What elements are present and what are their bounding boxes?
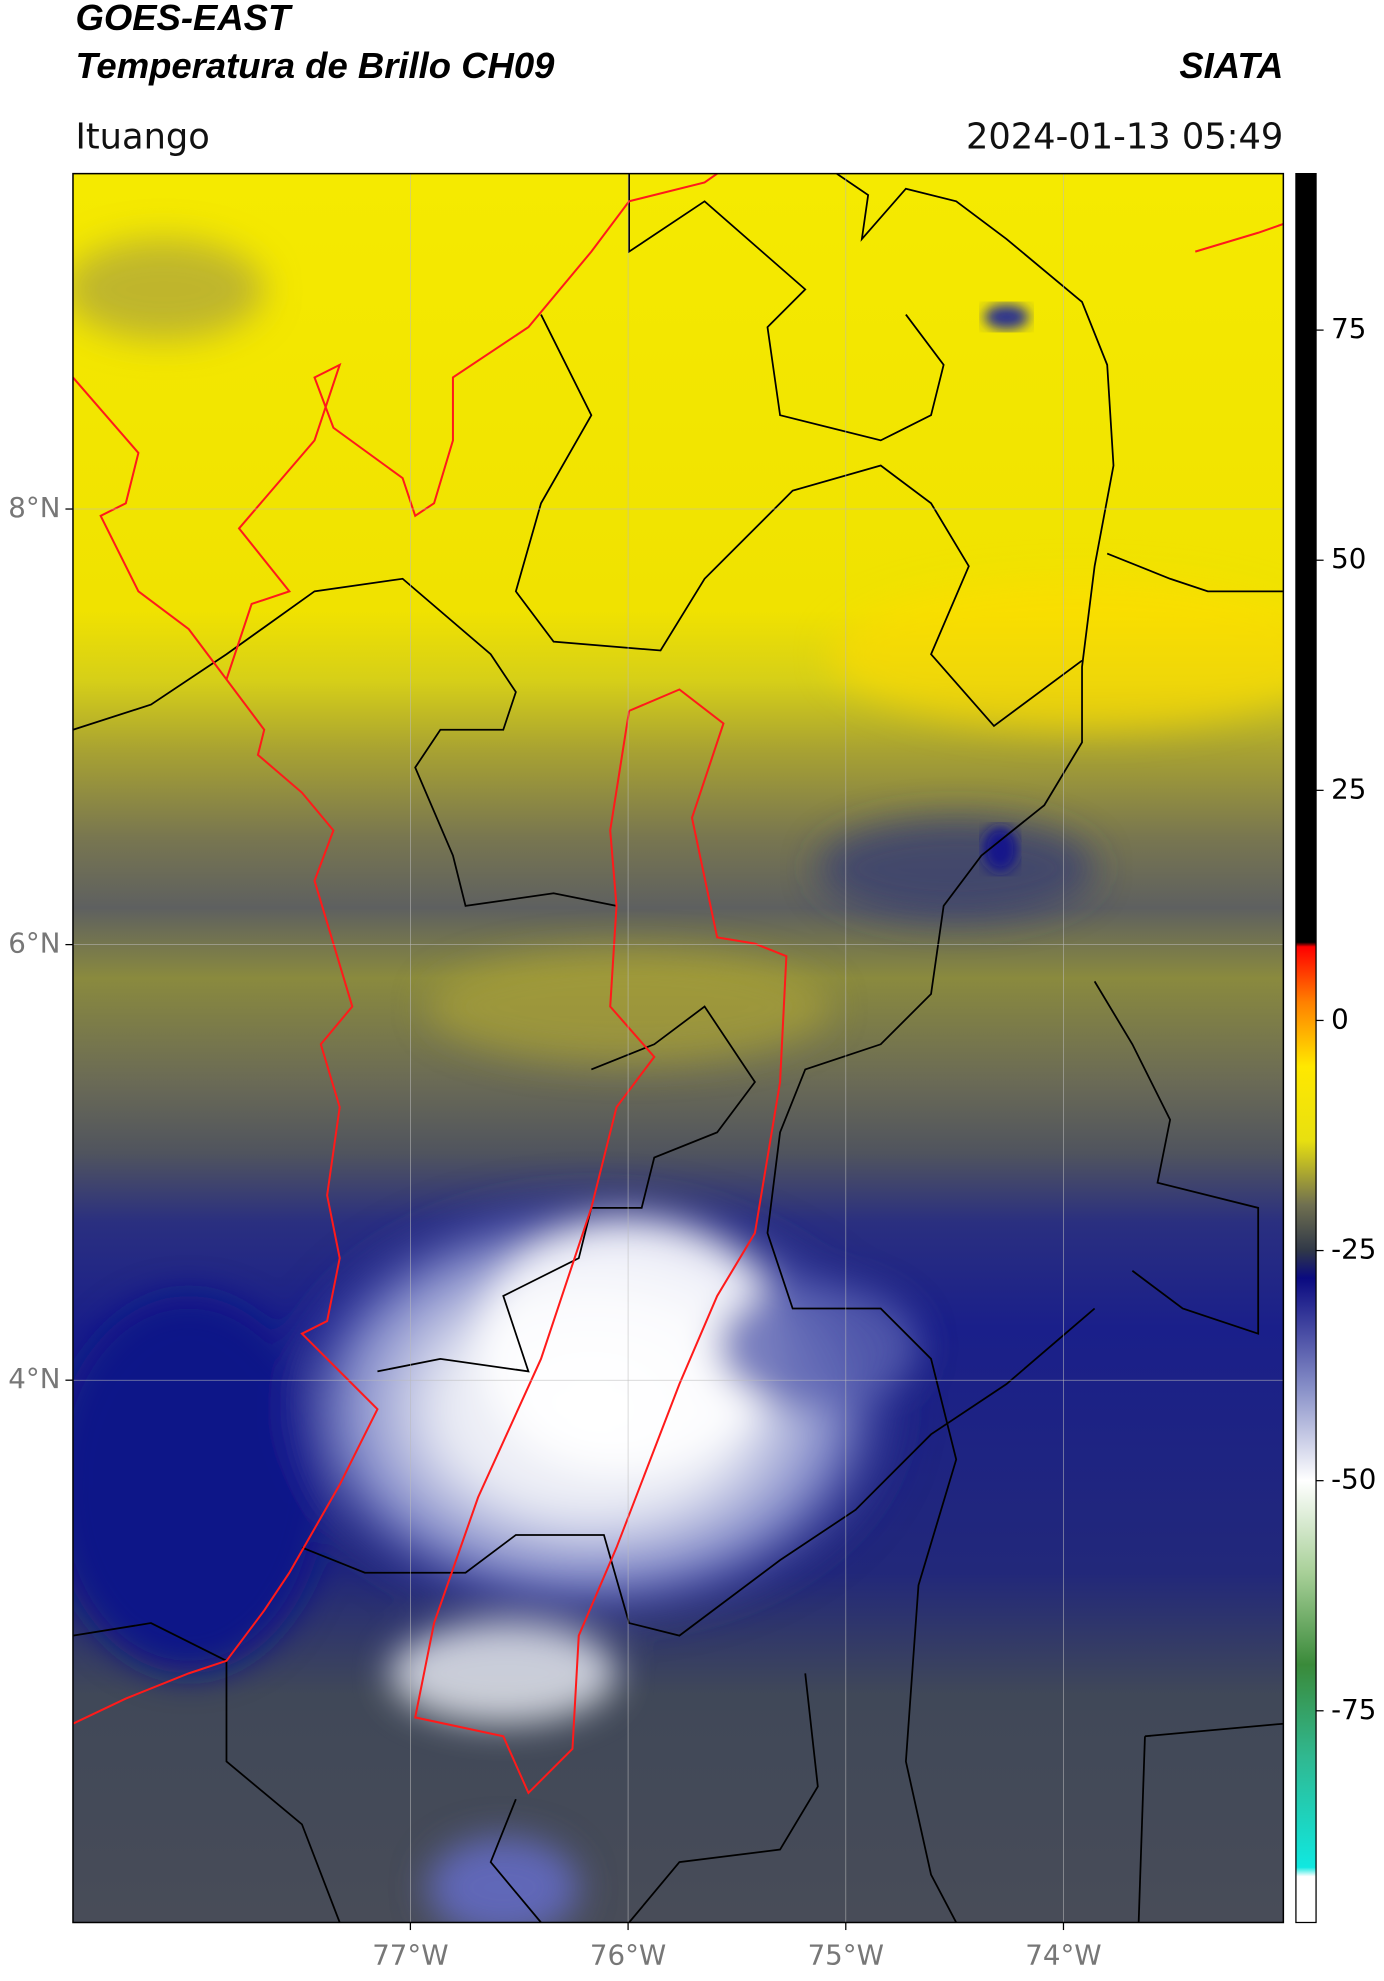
y-tick-label: 4°N — [8, 1362, 60, 1395]
colorbar-tick-label: 25 — [1331, 772, 1366, 805]
y-tick-label: 6°N — [8, 927, 60, 960]
colorbar-tick-label: -25 — [1331, 1233, 1376, 1266]
x-tick-label: 76°W — [590, 1938, 666, 1971]
colorbar-tick-label: 50 — [1331, 542, 1366, 575]
colorbar: 75 50 25 0 -25 -50 -75 — [1295, 172, 1376, 1924]
map-frame — [72, 172, 1285, 1924]
grid — [72, 173, 1284, 1923]
datetime: 2024-01-13 05:49 — [966, 116, 1283, 157]
colorbar-tick-label: -75 — [1331, 1693, 1376, 1726]
y-tick-label: 8°N — [8, 491, 60, 524]
location: Ituango — [75, 116, 209, 157]
x-tick-label: 77°W — [372, 1938, 448, 1971]
colorbar-tick-label: 75 — [1331, 312, 1366, 345]
colorbar-tick-label: 0 — [1331, 1002, 1349, 1035]
subtitle: Temperatura de Brillo CH09 — [75, 45, 555, 86]
colorbar-tick-label: -50 — [1331, 1463, 1376, 1496]
x-tick-label: 75°W — [808, 1938, 884, 1971]
title: GOES-EAST — [75, 0, 293, 38]
imagery — [72, 173, 1284, 1923]
source: SIATA — [1179, 45, 1283, 86]
x-tick-label: 74°W — [1025, 1938, 1101, 1971]
colorbar-ramp — [1295, 172, 1317, 1924]
